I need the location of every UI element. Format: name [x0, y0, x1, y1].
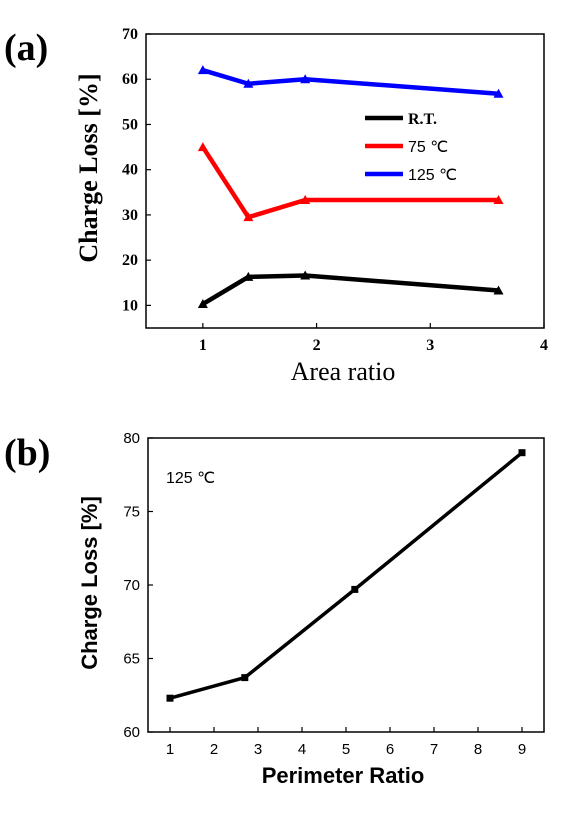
panel-a-y-axis-title: Charge Loss [%]	[74, 73, 103, 262]
panel-b-data-point	[241, 674, 249, 682]
panel-a-data-point	[300, 270, 311, 280]
panel-b-x-tick-label: 6	[386, 741, 394, 758]
panel-a-y-tick-label: 50	[122, 116, 138, 133]
panel-b-y-tick-label: 70	[123, 577, 140, 594]
panel-b-x-tick-label: 8	[474, 741, 482, 758]
panel-a-data-point	[300, 74, 311, 84]
panel-b-x-tick-label: 9	[518, 741, 526, 758]
panel-b-x-tick-label: 5	[342, 741, 350, 758]
panel-b-x-tick-label: 7	[430, 741, 438, 758]
panel-a-x-axis-title: Area ratio	[291, 357, 396, 386]
panel-b-y-axis-title: Charge Loss [%]	[77, 496, 102, 670]
panel-b-label: (b)	[4, 432, 50, 474]
panel-a-y-tick-label: 60	[122, 71, 138, 88]
panel-b-x-tick-label: 3	[254, 741, 262, 758]
panel-a-data-point	[243, 78, 254, 88]
panel-a-series-line	[200, 145, 499, 220]
panel-b-y-tick-label: 80	[123, 430, 140, 447]
panel-b-y-tick-label: 65	[123, 651, 140, 668]
panel-b-data-point	[351, 585, 359, 593]
panel-a-data-point	[197, 65, 208, 75]
panel-a-legend-label: 125 ℃	[408, 167, 457, 184]
panel-a-data-point	[493, 88, 504, 98]
panel-a-y-tick-label: 20	[122, 252, 138, 269]
panel-b-x-tick-label: 4	[298, 741, 306, 758]
panel-a-series-line	[201, 273, 499, 306]
panel-a-x-tick-label: 3	[426, 337, 434, 354]
panel-a-legend-label: R.T.	[408, 111, 437, 128]
panel-a-data-point	[493, 285, 504, 295]
panel-a-plot-frame	[145, 33, 545, 329]
panel-b-data-point	[518, 449, 526, 457]
panel-a-data-point	[300, 194, 311, 204]
panel-a-y-tick-label: 30	[122, 207, 138, 224]
panel-a-legend-label: 75 ℃	[408, 139, 448, 156]
panel-a-x-tick-label: 2	[313, 337, 321, 354]
panel-b-annotation: 125 ℃	[166, 470, 215, 487]
panel-a-data-point	[493, 194, 504, 204]
panel-b-data-point	[166, 694, 174, 702]
panel-b-x-axis-title: Perimeter Ratio	[262, 763, 425, 788]
panel-a-data-point	[197, 299, 208, 309]
panel-b-x-tick-label: 1	[166, 741, 174, 758]
panel-a-x-tick-label: 4	[540, 337, 548, 354]
panel-a-y-tick-label: 10	[122, 297, 138, 314]
panel-b-y-tick-label: 60	[123, 724, 140, 741]
panel-a-data-point	[243, 271, 254, 281]
panel-a-series-line	[202, 68, 499, 96]
panel-b-series-line	[169, 451, 524, 700]
panel-b-x-tick-label: 2	[210, 741, 218, 758]
panel-a-label: (a)	[4, 27, 48, 69]
panel-a-data-point	[243, 212, 254, 222]
panel-a-data-point	[197, 142, 208, 152]
panel-a-y-tick-label: 70	[122, 26, 138, 43]
panel-b-y-tick-label: 75	[123, 504, 140, 521]
panel-a-y-tick-label: 40	[122, 162, 138, 179]
panel-a-x-tick-label: 1	[199, 337, 207, 354]
